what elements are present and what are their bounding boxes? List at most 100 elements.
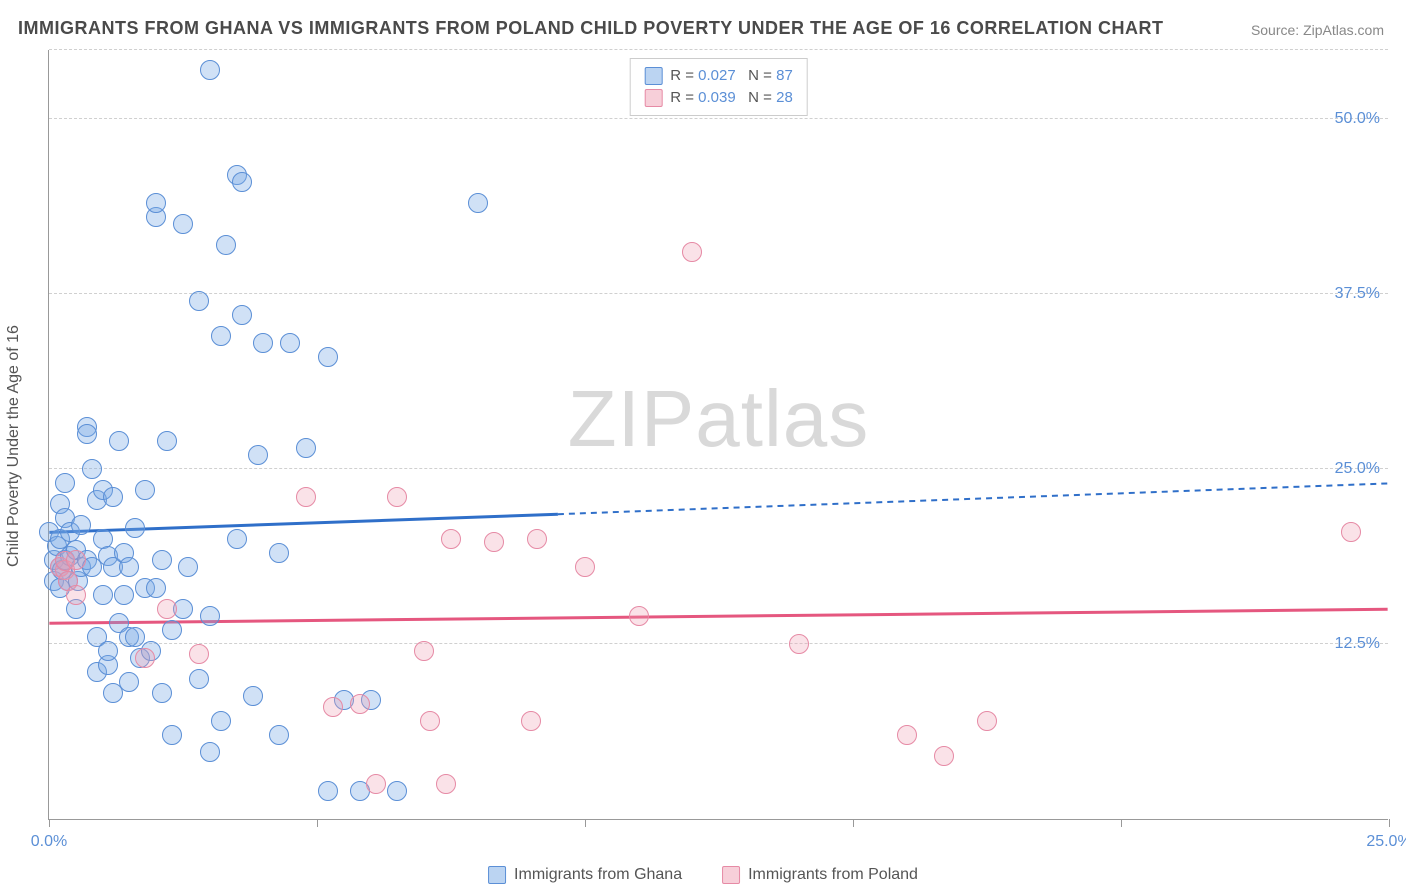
data-point — [200, 742, 220, 762]
data-point — [682, 242, 702, 262]
gridline — [49, 118, 1388, 119]
data-point — [232, 305, 252, 325]
data-point — [216, 235, 236, 255]
data-point — [629, 606, 649, 626]
data-point — [366, 774, 386, 794]
data-point — [575, 557, 595, 577]
data-point — [157, 431, 177, 451]
data-point — [66, 585, 86, 605]
data-point — [977, 711, 997, 731]
data-point — [232, 172, 252, 192]
data-point — [269, 543, 289, 563]
data-point — [162, 725, 182, 745]
data-point — [318, 347, 338, 367]
x-tick — [1389, 819, 1390, 827]
x-tick — [317, 819, 318, 827]
data-point — [82, 459, 102, 479]
y-tick-label: 37.5% — [1335, 285, 1380, 303]
legend-row-ghana: R = 0.027 N = 87 — [644, 65, 793, 87]
data-point — [200, 606, 220, 626]
swatch-poland-icon — [644, 89, 662, 107]
data-point — [211, 326, 231, 346]
legend-item-ghana: Immigrants from Ghana — [488, 866, 682, 884]
data-point — [318, 781, 338, 801]
data-point — [296, 487, 316, 507]
data-point — [135, 648, 155, 668]
gridline — [49, 293, 1388, 294]
data-point — [789, 634, 809, 654]
data-point — [420, 711, 440, 731]
data-point — [897, 725, 917, 745]
data-point — [152, 550, 172, 570]
legend-row-poland: R = 0.039 N = 28 — [644, 87, 793, 109]
data-point — [146, 578, 166, 598]
gridline — [49, 643, 1388, 644]
data-point — [248, 445, 268, 465]
data-point — [135, 480, 155, 500]
data-point — [66, 550, 86, 570]
data-point — [98, 641, 118, 661]
data-point — [227, 529, 247, 549]
data-point — [280, 333, 300, 353]
swatch-poland-icon — [722, 866, 740, 884]
x-tick — [585, 819, 586, 827]
chart-title: IMMIGRANTS FROM GHANA VS IMMIGRANTS FROM… — [18, 18, 1164, 39]
data-point — [189, 644, 209, 664]
watermark: ZIPatlas — [568, 373, 869, 465]
data-point — [189, 669, 209, 689]
data-point — [387, 487, 407, 507]
data-point — [146, 193, 166, 213]
data-point — [173, 214, 193, 234]
data-point — [77, 424, 97, 444]
x-tick — [1121, 819, 1122, 827]
data-point — [103, 487, 123, 507]
data-point — [253, 333, 273, 353]
data-point — [152, 683, 172, 703]
data-point — [414, 641, 434, 661]
data-point — [162, 620, 182, 640]
y-axis-label: Child Poverty Under the Age of 16 — [5, 325, 23, 567]
data-point — [441, 529, 461, 549]
x-tick-label: 25.0% — [1366, 833, 1406, 851]
data-point — [157, 599, 177, 619]
data-point — [93, 585, 113, 605]
gridline — [49, 49, 1388, 50]
data-point — [125, 518, 145, 538]
data-point — [296, 438, 316, 458]
data-point — [468, 193, 488, 213]
x-tick-label: 0.0% — [31, 833, 67, 851]
data-point — [269, 725, 289, 745]
data-point — [436, 774, 456, 794]
y-tick-label: 12.5% — [1335, 635, 1380, 653]
data-point — [521, 711, 541, 731]
y-tick-label: 50.0% — [1335, 110, 1380, 128]
swatch-ghana-icon — [644, 67, 662, 85]
series-legend: Immigrants from Ghana Immigrants from Po… — [488, 866, 918, 884]
data-point — [243, 686, 263, 706]
legend-item-poland: Immigrants from Poland — [722, 866, 918, 884]
data-point — [387, 781, 407, 801]
correlation-legend: R = 0.027 N = 87 R = 0.039 N = 28 — [629, 58, 808, 116]
data-point — [109, 431, 129, 451]
data-point — [200, 60, 220, 80]
swatch-ghana-icon — [488, 866, 506, 884]
data-point — [350, 694, 370, 714]
plot-area: ZIPatlas R = 0.027 N = 87 R = 0.039 N = … — [48, 50, 1388, 820]
data-point — [119, 557, 139, 577]
data-point — [934, 746, 954, 766]
data-point — [189, 291, 209, 311]
data-point — [1341, 522, 1361, 542]
y-tick-label: 25.0% — [1335, 460, 1380, 478]
source-label: Source: ZipAtlas.com — [1251, 22, 1384, 38]
data-point — [323, 697, 343, 717]
data-point — [484, 532, 504, 552]
data-point — [71, 515, 91, 535]
data-point — [211, 711, 231, 731]
data-point — [178, 557, 198, 577]
data-point — [527, 529, 547, 549]
data-point — [119, 672, 139, 692]
data-point — [114, 585, 134, 605]
x-tick — [49, 819, 50, 827]
gridline — [49, 468, 1388, 469]
data-point — [55, 473, 75, 493]
